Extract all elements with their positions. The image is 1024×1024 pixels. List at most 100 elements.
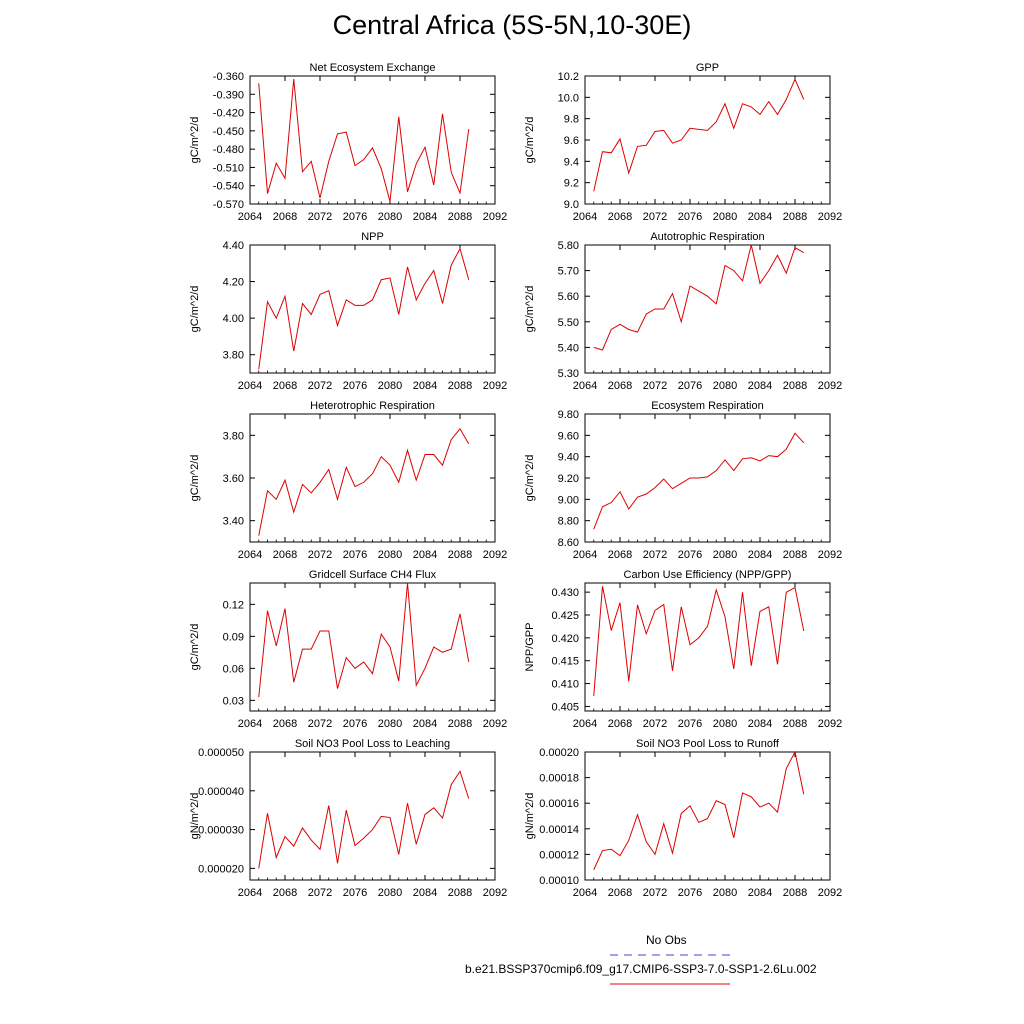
x-tick-label: 2084	[748, 549, 772, 561]
y-tick-label: 0.410	[551, 679, 579, 691]
y-tick-label: 4.20	[223, 277, 244, 289]
y-tick-label: 9.8	[564, 114, 579, 126]
panel-7: Gridcell Surface CH4 Flux gC/m^2/d 2064 206…	[189, 569, 507, 730]
x-tick-label: 2080	[378, 549, 402, 561]
y-tick-label: 9.4	[564, 156, 579, 168]
x-tick-label: 2088	[783, 718, 807, 730]
series-line	[258, 247, 470, 370]
y-tick-label: -0.390	[213, 89, 244, 101]
x-tick-label: 2072	[308, 887, 332, 899]
x-tick-label: 2092	[483, 887, 507, 899]
x-tick-label: 2064	[573, 380, 597, 392]
x-tick-label: 2068	[273, 211, 297, 223]
x-tick-label: 2068	[273, 887, 297, 899]
y-tick-label: 3.80	[223, 350, 244, 362]
x-tick-label: 2080	[378, 380, 402, 392]
plot-frame	[249, 75, 496, 205]
x-tick-label: 2068	[608, 887, 632, 899]
y-tick-label: 5.40	[558, 342, 579, 354]
y-tick-label: 9.0	[564, 199, 579, 211]
y-tick-label: 0.430	[551, 587, 579, 599]
x-tick-label: 2088	[448, 718, 472, 730]
y-tick-label: 0.00014	[539, 824, 579, 836]
x-tick-label: 2088	[783, 211, 807, 223]
y-tick-label: 3.60	[223, 473, 244, 485]
x-tick-label: 2088	[448, 887, 472, 899]
panel-3: NPP gC/m^2/d 2064 2068 2072 2076 2080 2084 2088 2…	[189, 231, 507, 392]
panel-title: Autotrophic Respiration	[650, 231, 764, 243]
y-tick-label: 5.50	[558, 317, 579, 329]
y-tick-label: 8.80	[558, 516, 579, 528]
y-tick-label: 0.12	[223, 599, 244, 611]
panel-10: Soil NO3 Pool Loss to Runoff gN/m^2/d 2064…	[524, 738, 842, 899]
series-line	[593, 77, 805, 192]
x-tick-label: 2068	[273, 380, 297, 392]
x-tick-label: 2080	[713, 380, 737, 392]
x-tick-label: 2088	[448, 549, 472, 561]
x-tick-label: 2076	[678, 380, 702, 392]
x-tick-label: 2064	[573, 718, 597, 730]
plot-frame	[249, 751, 496, 881]
x-tick-label: 2068	[273, 718, 297, 730]
x-tick-label: 2072	[643, 549, 667, 561]
x-tick-label: 2080	[713, 887, 737, 899]
y-tick-label: 10.2	[558, 71, 579, 83]
panel-1: Net Ecosystem Exchange gC/m^2/d 2064 2068 20…	[189, 62, 507, 223]
y-tick-label: 4.40	[223, 240, 244, 252]
x-tick-label: 2076	[343, 211, 367, 223]
y-axis-label: gC/m^2/d	[524, 455, 536, 502]
x-tick-label: 2088	[783, 549, 807, 561]
x-tick-label: 2092	[483, 211, 507, 223]
y-tick-label: -0.450	[213, 126, 244, 138]
x-tick-label: 2068	[608, 380, 632, 392]
x-tick-label: 2084	[413, 211, 437, 223]
plot-frame	[249, 413, 496, 543]
x-tick-label: 2064	[238, 887, 262, 899]
x-tick-label: 2088	[448, 380, 472, 392]
x-tick-label: 2076	[678, 887, 702, 899]
panel-4: Autotrophic Respiration gC/m^2/d 2064 2068 2…	[524, 231, 842, 392]
panel-title: Heterotrophic Respiration	[310, 400, 435, 412]
x-tick-label: 2076	[343, 718, 367, 730]
x-tick-label: 2076	[343, 549, 367, 561]
series-line	[593, 750, 805, 870]
y-tick-label: 9.80	[558, 409, 579, 421]
y-tick-label: 0.00020	[539, 747, 579, 759]
panel-8: Carbon Use Efficiency (NPP/GPP) NPP/GPP 20…	[524, 569, 842, 730]
x-tick-label: 2064	[238, 718, 262, 730]
x-tick-label: 2084	[748, 887, 772, 899]
y-tick-label: 9.6	[564, 135, 579, 147]
y-tick-label: 0.00016	[539, 798, 579, 810]
x-tick-label: 2084	[413, 549, 437, 561]
y-tick-label: 0.405	[551, 701, 579, 713]
plot-frame	[584, 75, 831, 205]
x-tick-label: 2088	[783, 380, 807, 392]
panel-title: Soil NO3 Pool Loss to Runoff	[636, 738, 780, 750]
series-line	[258, 428, 470, 536]
y-tick-label: 0.415	[551, 656, 579, 668]
y-tick-label: -0.510	[213, 162, 244, 174]
y-tick-label: -0.480	[213, 144, 244, 156]
y-tick-label: -0.420	[213, 108, 244, 120]
x-tick-label: 2092	[818, 887, 842, 899]
x-tick-label: 2064	[573, 211, 597, 223]
y-tick-label: 0.000040	[198, 786, 244, 798]
x-tick-label: 2088	[448, 211, 472, 223]
series-line	[593, 244, 805, 351]
y-tick-label: -0.360	[213, 71, 244, 83]
y-axis-label: gC/m^2/d	[524, 117, 536, 164]
panel-title: Ecosystem Respiration	[651, 400, 764, 412]
x-tick-label: 2072	[308, 211, 332, 223]
y-tick-label: -0.570	[213, 199, 244, 211]
x-tick-label: 2076	[343, 380, 367, 392]
y-axis-label: gC/m^2/d	[189, 117, 201, 164]
plot-frame	[584, 751, 831, 881]
y-tick-label: 0.00010	[539, 875, 579, 887]
x-tick-label: 2092	[818, 718, 842, 730]
x-tick-label: 2092	[818, 211, 842, 223]
y-tick-label: 3.40	[223, 516, 244, 528]
x-tick-label: 2064	[573, 549, 597, 561]
x-tick-label: 2092	[818, 380, 842, 392]
x-tick-label: 2064	[238, 380, 262, 392]
series-line	[258, 770, 470, 869]
